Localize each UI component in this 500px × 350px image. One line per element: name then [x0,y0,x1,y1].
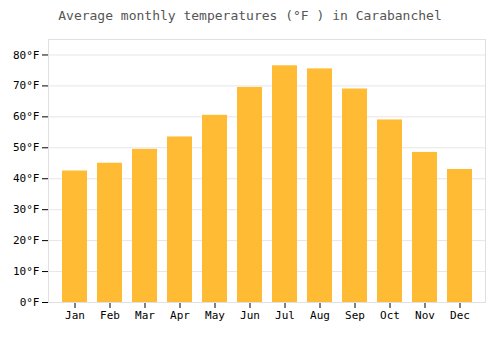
svg-text:80°F: 80°F [13,48,40,61]
svg-text:Jun: Jun [240,309,260,322]
svg-text:70°F: 70°F [13,79,40,92]
svg-text:Mar: Mar [135,309,155,322]
svg-text:10°F: 10°F [13,265,40,278]
svg-text:May: May [205,309,225,322]
svg-text:0°F: 0°F [20,296,40,309]
svg-text:60°F: 60°F [13,110,40,123]
svg-text:50°F: 50°F [13,141,40,154]
svg-text:30°F: 30°F [13,203,40,216]
svg-text:Dec: Dec [450,309,470,322]
svg-text:Apr: Apr [170,309,190,322]
svg-text:20°F: 20°F [13,234,40,247]
svg-text:Oct: Oct [380,309,400,322]
svg-text:Jul: Jul [275,309,295,322]
html-text:Average monthly temperatures (: Average monthly temperatures (°F ) in Ca… [58,8,442,23]
svg-text:Feb: Feb [100,309,120,322]
svg-text:Aug: Aug [310,309,330,322]
svg-text:Jan: Jan [65,309,85,322]
svg-text:40°F: 40°F [13,172,40,185]
svg-text:Nov: Nov [415,309,435,322]
svg-text:Sep: Sep [345,309,365,322]
